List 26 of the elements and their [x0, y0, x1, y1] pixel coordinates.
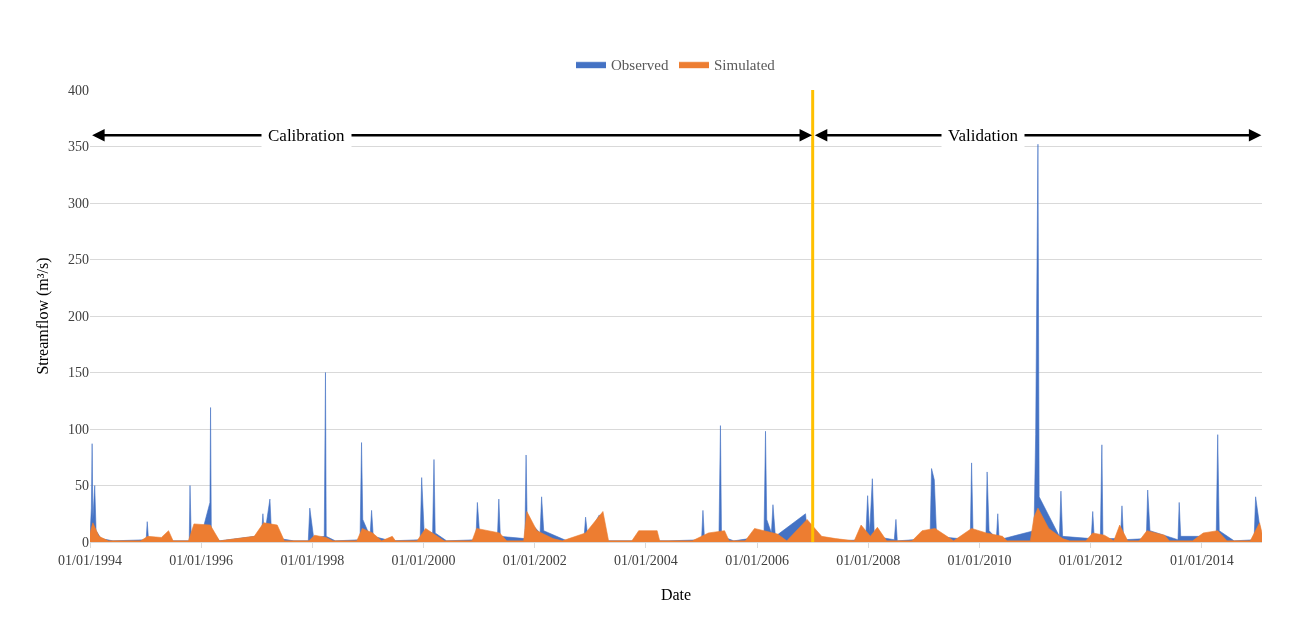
y-tick-label: 250 — [68, 252, 89, 268]
y-tick-label: 50 — [75, 478, 89, 494]
x-axis-title: Date — [660, 586, 692, 603]
y-tick-label: 100 — [68, 421, 89, 437]
x-tick-label: 01/01/2000 — [391, 552, 456, 568]
annotation: Calibration — [268, 126, 345, 145]
legend-label: Simulated — [713, 57, 776, 74]
annotation: Validation — [948, 126, 1019, 145]
x-tick-label: 01/01/2002 — [502, 552, 567, 568]
x-tick-label: 01/01/2010 — [947, 552, 1012, 568]
y-tick-label: 300 — [68, 195, 89, 211]
x-tick-label: 01/01/1998 — [280, 552, 345, 568]
x-tick-label: 01/01/2004 — [613, 552, 678, 568]
y-tick-label: 200 — [68, 308, 89, 324]
y-axis-title: Streamflow (m³/s) — [34, 257, 52, 375]
legend-label: Observed — [611, 57, 669, 74]
y-tick-label: 150 — [68, 365, 89, 381]
y-tick-label: 350 — [68, 139, 89, 155]
x-tick-label: 01/01/2006 — [725, 552, 790, 568]
y-tick-label: 400 — [68, 82, 89, 98]
x-tick-label: 01/01/1994 — [58, 552, 122, 568]
x-tick-label: 01/01/1996 — [169, 552, 233, 568]
x-tick-label: 01/01/2014 — [1169, 552, 1234, 568]
x-tick-label: 01/01/2008 — [836, 552, 901, 568]
x-tick-label: 01/01/2012 — [1058, 552, 1123, 568]
y-tick-label: 0 — [82, 534, 89, 550]
